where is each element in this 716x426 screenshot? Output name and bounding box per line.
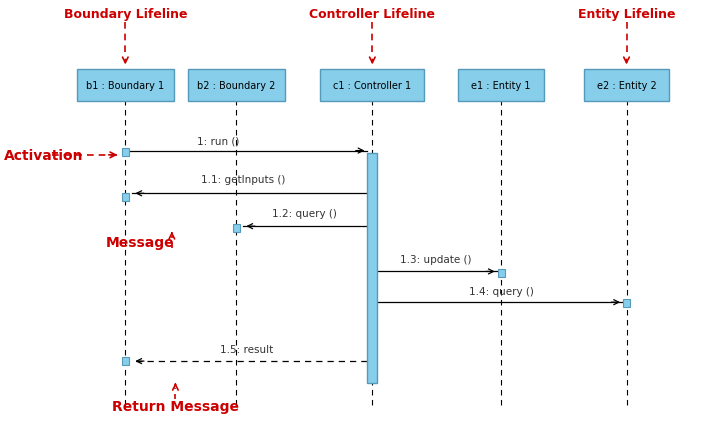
Text: Boundary Lifeline: Boundary Lifeline — [64, 9, 187, 21]
Bar — [233, 224, 240, 233]
Text: 1.5: result: 1.5: result — [221, 345, 274, 354]
Text: Controller Lifeline: Controller Lifeline — [309, 9, 435, 21]
Text: c1 : Controller 1: c1 : Controller 1 — [333, 81, 412, 91]
Bar — [188, 70, 285, 102]
Bar — [122, 148, 129, 157]
Bar — [122, 193, 129, 202]
Bar — [498, 269, 505, 278]
Bar — [458, 70, 544, 102]
Bar — [122, 357, 129, 366]
Bar — [321, 70, 424, 102]
Bar — [584, 70, 669, 102]
Text: 1.3: update (): 1.3: update () — [400, 254, 471, 264]
Text: e2 : Entity 2: e2 : Entity 2 — [596, 81, 657, 91]
Text: Entity Lifeline: Entity Lifeline — [578, 9, 675, 21]
Bar — [623, 299, 630, 308]
Text: 1.2: query (): 1.2: query () — [272, 208, 337, 218]
Text: b2 : Boundary 2: b2 : Boundary 2 — [197, 81, 276, 91]
Text: Return Message: Return Message — [112, 399, 239, 412]
Bar — [367, 153, 377, 383]
Text: Message: Message — [105, 236, 174, 250]
Text: 1.1: getInputs (): 1.1: getInputs () — [201, 175, 286, 185]
Text: Activation: Activation — [4, 149, 83, 162]
Text: 1: run (): 1: run () — [197, 136, 240, 146]
Bar — [77, 70, 173, 102]
Text: 1.4: query (): 1.4: query () — [469, 286, 533, 296]
Text: e1 : Entity 1: e1 : Entity 1 — [471, 81, 531, 91]
Text: b1 : Boundary 1: b1 : Boundary 1 — [86, 81, 165, 91]
